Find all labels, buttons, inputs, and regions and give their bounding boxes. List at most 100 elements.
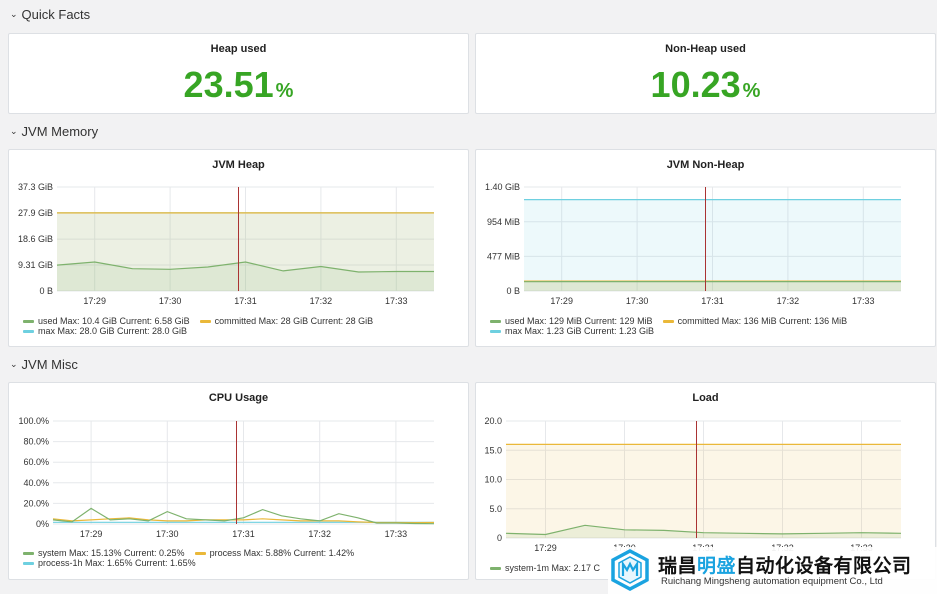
legend-swatch [490,330,501,334]
panel-title: Non-Heap used [665,43,746,55]
y-tick-label: 20.0 [484,416,502,426]
y-tick-label: 477 MiB [487,251,520,261]
jvm-nonheap-panel: JVM Non-Heap 0 B 477 MiB 954 MiB 1.40 GiB 17… [475,149,936,347]
y-tick-label: 9.31 GiB [18,260,53,270]
legend-item[interactable]: committed Max: 136 MiB Current: 136 MiB [662,316,848,326]
chart-legend: system Max: 15.13% Current: 0.25% process… [23,548,463,568]
x-tick-label: 17:31 [701,296,724,306]
series-line-process [52,517,435,524]
legend-label: system-1m Max: 2.17 C [505,563,601,573]
legend-swatch [662,320,674,324]
y-tick-label: 18.6 GiB [18,234,53,244]
chart-legend: used Max: 10.4 GiB Current: 6.58 GiB comm… [23,316,463,336]
y-tick-label: 37.3 GiB [18,182,53,192]
legend-item[interactable]: process-1h Max: 1.65% Current: 1.65% [23,558,196,568]
x-tick-label: 17:31 [232,529,255,539]
row-jvm-misc[interactable]: ⌄ JVM Misc [10,357,78,372]
x-tick-label: 17:29 [534,543,557,553]
series-area-max [57,212,434,291]
x-tick-label: 17:32 [777,296,800,306]
company-name-en: Ruichang Mingsheng automation equipment … [661,576,883,587]
stat-value: 10.23% [650,64,761,105]
chart-legend: system-1m Max: 2.17 C [490,563,930,573]
chevron-down-icon: ⌄ [10,359,18,369]
y-tick-label: 0% [36,519,49,529]
x-tick-label: 17:33 [852,296,875,306]
row-quick-facts[interactable]: ⌄ Quick Facts [10,7,90,22]
heap-used-panel: Heap used 23.51% [8,33,469,114]
company-logo-icon [611,549,649,591]
panel-title: JVM Non-Heap [666,159,745,171]
series-area-system-1m [506,525,901,538]
x-tick-label: 17:29 [80,529,103,539]
legend-label: max Max: 28.0 GiB Current: 28.0 GiB [38,326,188,336]
row-title: JVM Misc [21,357,78,372]
row-jvm-memory[interactable]: ⌄ JVM Memory [10,124,98,139]
y-tick-label: 0 B [39,286,53,296]
legend-swatch [199,320,211,324]
panel-title: CPU Usage [208,392,269,404]
y-tick-label: 15.0 [484,445,502,455]
x-tick-label: 17:31 [234,296,257,306]
panel-title: JVM Heap [212,159,265,171]
jvm-heap-chart[interactable]: 0 B 9.31 GiB 18.6 GiB 27.9 GiB 37.3 GiB 17:29… [9,150,470,348]
legend-label: committed Max: 28 GiB Current: 28 GiB [214,316,374,326]
row-title: JVM Memory [21,124,99,139]
legend-label: committed Max: 136 MiB Current: 136 MiB [677,316,848,326]
legend-swatch [490,320,501,324]
series-area-committed [57,212,434,291]
y-tick-label: 5.0 [489,504,502,514]
company-watermark: 瑞昌明盛自动化设备有限公司 Ruichang Mingsheng automat… [608,547,937,594]
x-tick-label: 17:32 [310,296,333,306]
legend-swatch [194,552,206,556]
legend-item[interactable]: used Max: 129 MiB Current: 129 MiB [490,316,653,326]
x-tick-label: 17:29 [83,296,106,306]
y-tick-label: 27.9 GiB [18,208,53,218]
panel-title: Load [692,392,719,404]
legend-item[interactable]: max Max: 28.0 GiB Current: 28.0 GiB [23,326,187,336]
legend-label: process Max: 5.88% Current: 1.42% [209,548,355,558]
chevron-down-icon: ⌄ [10,126,18,136]
legend-swatch [23,562,34,566]
y-tick-label: 60.0% [23,457,49,467]
legend-item[interactable]: system Max: 15.13% Current: 0.25% [23,548,185,558]
series-line-system [52,507,435,525]
nonheap-used-panel: Non-Heap used 10.23% [475,33,936,114]
legend-item[interactable]: system-1m Max: 2.17 C [490,563,600,573]
legend-label: process-1h Max: 1.65% Current: 1.65% [38,558,196,568]
series-area-max [524,199,901,291]
panel-title: Heap used [210,43,267,55]
y-tick-label: 10.0 [484,475,502,485]
x-tick-label: 17:30 [159,296,182,306]
legend-label: max Max: 1.23 GiB Current: 1.23 GiB [505,326,655,336]
y-tick-label: 40.0% [23,478,49,488]
x-tick-label: 17:30 [156,529,179,539]
x-tick-label: 17:33 [385,529,408,539]
cpu-usage-chart[interactable]: 0% 20.0% 40.0% 60.0% 80.0% 100.0% 17:29 17:30 17… [9,383,470,581]
x-tick-label: 17:30 [626,296,649,306]
y-tick-label: 1.40 GiB [485,182,520,192]
cpu-usage-panel: CPU Usage 0% 20.0% 40.0% 60.0% 80.0% 100.0% 17… [8,382,469,580]
y-tick-label: 100.0% [18,416,49,426]
legend-item[interactable]: max Max: 1.23 GiB Current: 1.23 GiB [490,326,654,336]
series-area-used [524,281,901,291]
series-area-committed [524,281,901,291]
stat-value: 23.51% [183,64,294,105]
series-line-system-1m [505,524,902,536]
legend-item[interactable]: committed Max: 28 GiB Current: 28 GiB [199,316,374,326]
legend-label: used Max: 10.4 GiB Current: 6.58 GiB [38,316,190,326]
y-tick-label: 954 MiB [487,217,520,227]
x-tick-label: 17:33 [385,296,408,306]
chart-legend: used Max: 129 MiB Current: 129 MiB commit… [490,316,930,336]
jvm-heap-panel: JVM Heap 0 B 9.31 GiB 18.6 GiB 27.9 GiB 37.3… [8,149,469,347]
series-line-used [56,261,434,273]
company-name-cn: 瑞昌明盛自动化设备有限公司 [658,556,912,577]
y-tick-label: 0 B [506,286,520,296]
legend-item[interactable]: process Max: 5.88% Current: 1.42% [194,548,355,558]
legend-label: used Max: 129 MiB Current: 129 MiB [505,316,653,326]
legend-item[interactable]: used Max: 10.4 GiB Current: 6.58 GiB [23,316,190,326]
y-tick-label: 20.0% [23,498,49,508]
legend-swatch [23,552,34,556]
legend-swatch [23,330,34,334]
jvm-nonheap-chart[interactable]: 0 B 477 MiB 954 MiB 1.40 GiB 17:29 17:30 17:31… [476,150,937,348]
